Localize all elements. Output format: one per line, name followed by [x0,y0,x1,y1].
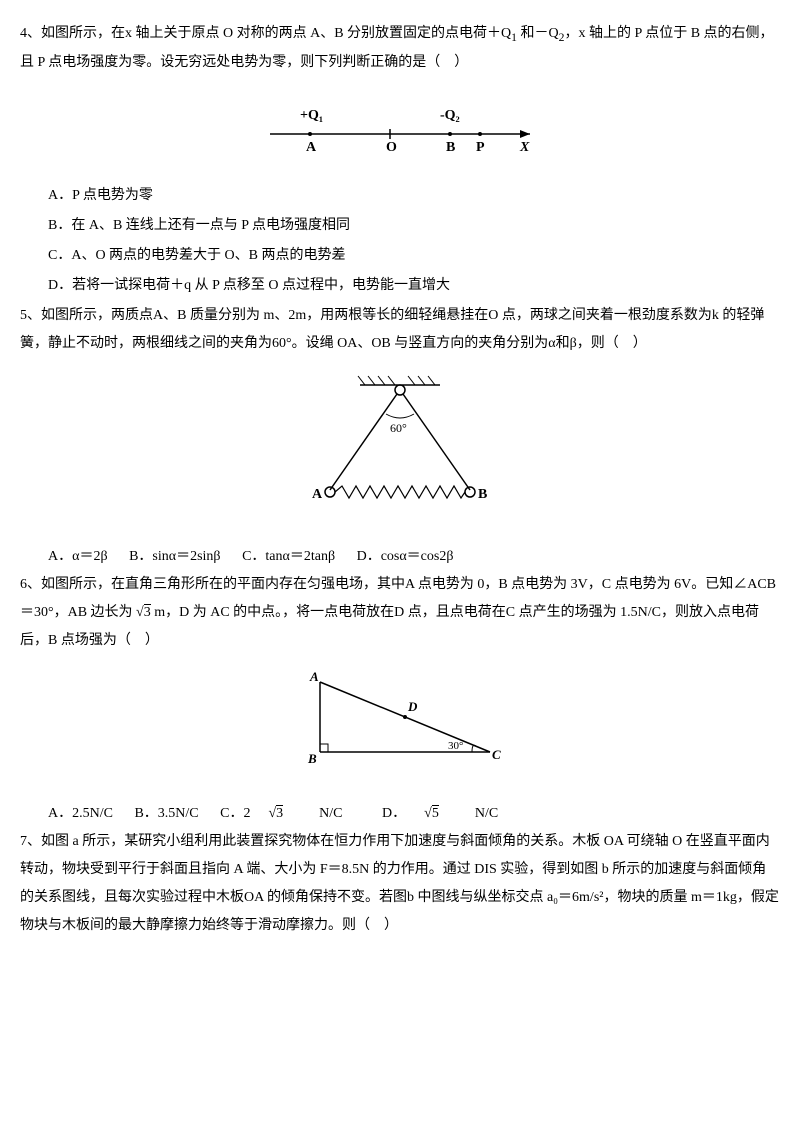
q4-label-P: P [476,140,485,155]
q5-opt-C: C．tanα＝2tanβ [242,549,335,564]
q4-label-q1: +Q₁ [300,108,323,123]
q6-label-D: D [407,699,418,714]
q4-label-B: B [446,140,455,155]
q4-figure: +Q₁ -Q₂ A O B P X [20,89,780,170]
question-4: 4、如图所示，在x 轴上关于原点 O 对称的两点 A、B 分别放置固定的点电荷＋… [20,20,780,77]
q4-label-A: A [306,140,317,155]
q5-figure: 60° A B [20,370,780,531]
q4-text-part1: 4、如图所示，在x 轴上关于原点 O 对称的两点 A、B 分别放置固定的点电荷＋… [20,26,511,41]
question-6: 6、如图所示，在直角三角形所在的平面内存在匀强电场，其中A 点电势为 0，B 点… [20,571,780,655]
q5-options: A．α＝2β B．sinα＝2sinβ C．tanα＝2tanβ D．cosα＝… [20,543,780,571]
q6-opt-B: B．3.5N/C [134,806,198,821]
q6-figure: 30° A B C D [20,667,780,788]
q5-opt-A: A．α＝2β [48,549,108,564]
q6-angle: 30° [448,740,463,752]
q4-options: A．P 点电势为零 B．在 A、B 连线上还有一点与 P 点电场强度相同 C．A… [20,182,780,300]
q6-label-A: A [309,669,319,684]
q5-opt-D: D．cosα＝cos2β [357,549,454,564]
question-5: 5、如图所示，两质点A、B 质量分别为 m、2m，用两根等长的细轻绳悬挂在O 点… [20,302,780,358]
q4-opt-C: C．A、O 两点的电势差大于 O、B 两点的电势差 [48,242,780,270]
q5-angle-label: 60° [390,421,407,435]
q4-text-part2: 和－Q [517,26,559,41]
q6-opt-C: C．2√3N/C [220,806,364,821]
q6-opt-D: D．√5N/C [382,806,516,821]
q4-opt-D: D．若将一试探电荷＋q 从 P 点移至 O 点过程中，电势能一直增大 [48,272,780,300]
q4-diagram-svg: +Q₁ -Q₂ A O B P X [250,89,550,159]
q4-label-q2: -Q₂ [440,108,460,123]
q4-label-O: O [386,140,397,155]
q6-options: A．2.5N/C B．3.5N/C C．2√3N/C D．√5N/C [20,800,780,828]
q6-label-B: B [307,751,317,766]
q5-opt-B: B．sinα＝2sinβ [129,549,220,564]
q6-diagram-svg: 30° A B C D [280,667,520,777]
q5-label-B: B [478,487,487,502]
q4-opt-A: A．P 点电势为零 [48,182,780,210]
q6-opt-A: A．2.5N/C [48,806,113,821]
q4-opt-B: B．在 A、B 连线上还有一点与 P 点电场强度相同 [48,212,780,240]
q5-label-A: A [312,487,323,502]
q4-label-X: X [519,140,530,155]
question-7: 7、如图 a 所示，某研究小组利用此装置探究物体在恒力作用下加速度与斜面倾角的关… [20,828,780,940]
q6-label-C: C [492,747,501,762]
q6-sqrt3: √3 [136,604,151,620]
q5-diagram-svg: 60° A B [290,370,510,520]
